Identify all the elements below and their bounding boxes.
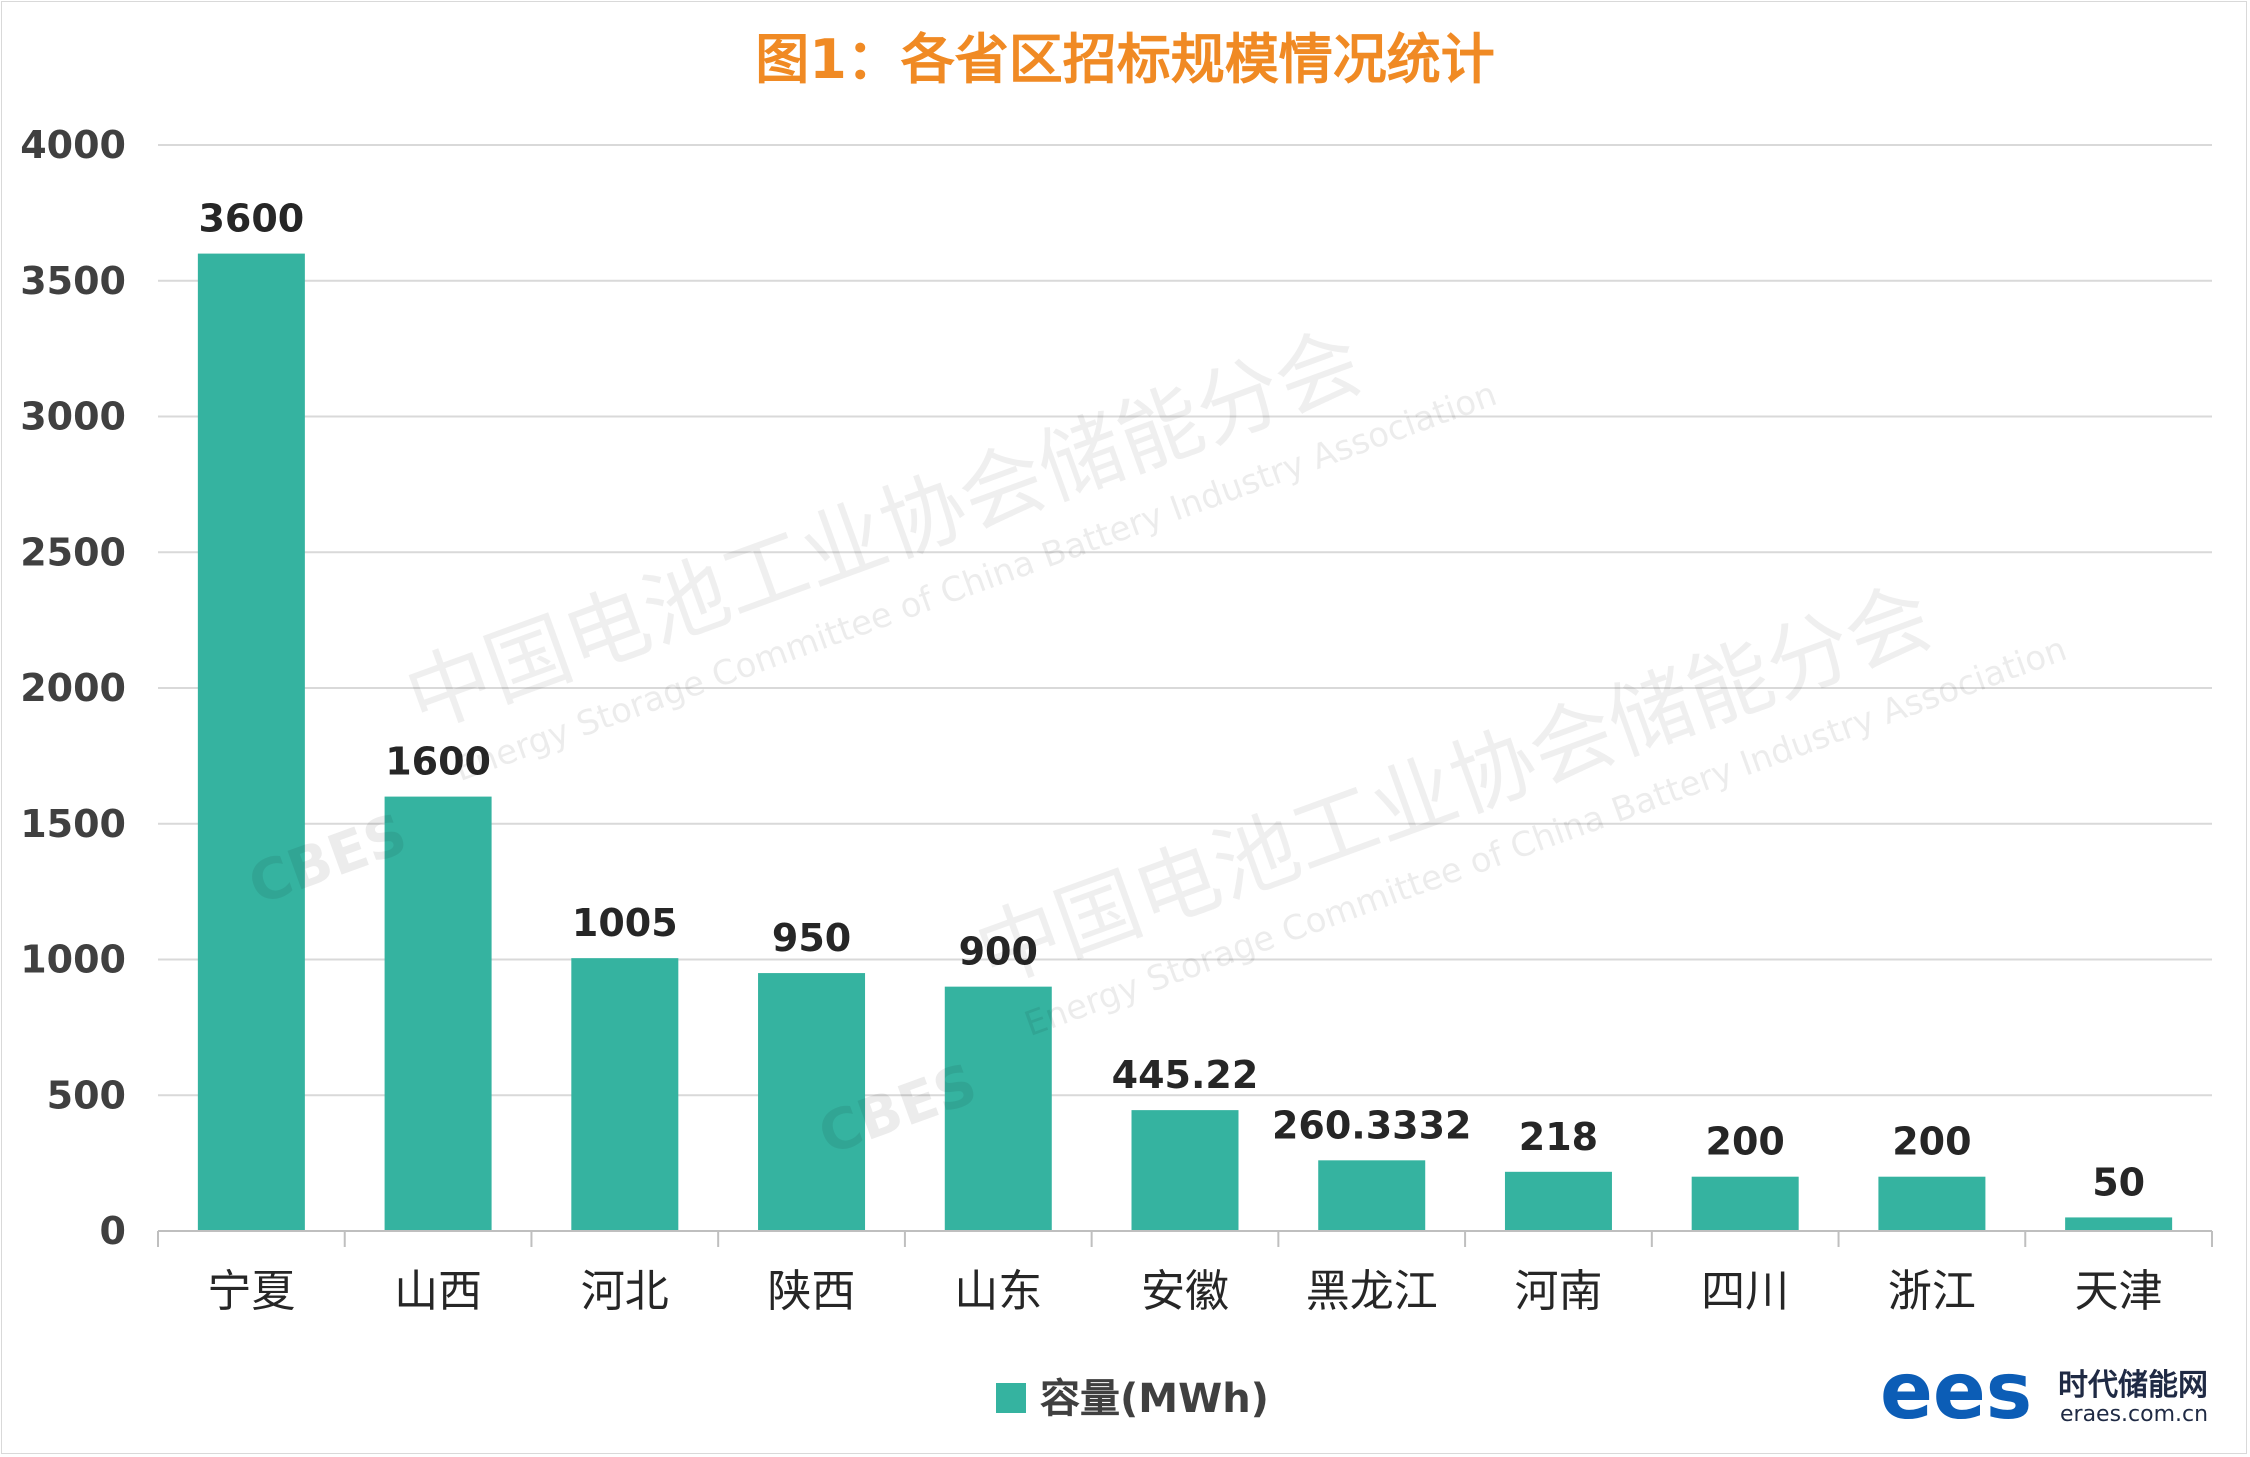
x-tick-label: 天津 — [2075, 1266, 2163, 1317]
gridlines — [158, 144, 2212, 1097]
y-tick-label: 3500 — [20, 259, 126, 303]
bar — [1691, 1176, 1799, 1231]
bar — [1504, 1171, 1612, 1231]
y-tick-label: 500 — [47, 1073, 126, 1117]
bar — [571, 958, 679, 1231]
x-axis: 宁夏 山西 河北 陕西 山东 安徽 黑龙江 河南 四川 浙江 天津 — [157, 1230, 2213, 1317]
data-label: 50 — [2092, 1160, 2145, 1204]
y-tick-label: 3000 — [20, 395, 126, 439]
watermark: 中国电池工业协会储能分会 Energy Storage Committee of… — [241, 312, 2072, 1168]
legend: 容量(MWh) — [996, 1376, 1269, 1422]
x-tick-label: 安徽 — [1141, 1266, 1229, 1317]
legend-swatch — [996, 1383, 1026, 1413]
x-tick-label: 黑龙江 — [1306, 1266, 1438, 1317]
y-tick-label: 0 — [100, 1209, 126, 1253]
x-tick-label: 山西 — [394, 1266, 482, 1317]
brand-mark: ees — [1880, 1347, 2032, 1437]
data-label: 900 — [959, 930, 1038, 974]
bar — [1318, 1160, 1426, 1231]
data-label: 260.3332 — [1272, 1103, 1472, 1147]
x-tick-label: 四川 — [1701, 1266, 1789, 1317]
watermark-cn-2: 中国电池工业协会储能分会 — [963, 567, 1944, 1004]
x-tick-label: 河北 — [581, 1266, 669, 1317]
x-tick-label: 宁夏 — [207, 1266, 295, 1317]
bar — [1131, 1110, 1239, 1231]
legend-label: 容量(MWh) — [1040, 1376, 1269, 1422]
data-label: 1600 — [385, 740, 491, 784]
bar — [197, 253, 305, 1232]
data-label: 1005 — [572, 901, 678, 945]
data-label: 200 — [1892, 1120, 1971, 1164]
data-label: 218 — [1519, 1115, 1598, 1159]
x-tick-label: 浙江 — [1888, 1266, 1976, 1317]
x-tick-label: 陕西 — [768, 1266, 856, 1317]
y-tick-label: 1500 — [20, 802, 126, 846]
data-label: 445.22 — [1112, 1053, 1259, 1097]
brand-name: 时代储能网 — [2058, 1368, 2208, 1403]
brand-url: eraes.com.cn — [2060, 1402, 2208, 1427]
data-label: 3600 — [198, 197, 304, 241]
y-tick-label: 4000 — [20, 123, 126, 167]
watermark-cn-1: 中国电池工业协会储能分会 — [393, 312, 1374, 749]
y-tick-label: 1000 — [20, 938, 126, 982]
y-tick-label: 2000 — [20, 666, 126, 710]
bar — [384, 796, 492, 1231]
bars: 3600 1600 1005 950 900 445.22 260.3332 218 200 20… — [197, 197, 2173, 1232]
bar — [2065, 1217, 2173, 1231]
data-label: 200 — [1706, 1120, 1785, 1164]
x-tick-label: 山东 — [954, 1266, 1042, 1317]
brand-logo: ees 时代储能网 eraes.com.cn — [1880, 1347, 2208, 1437]
bar — [758, 973, 866, 1231]
chart-title: 图1：各省区招标规模情况统计 — [755, 28, 1495, 91]
y-axis-ticks: 0 500 1000 1500 2000 2500 3000 3500 4000 — [20, 123, 126, 1253]
y-tick-label: 2500 — [20, 530, 126, 574]
data-label: 950 — [772, 916, 851, 960]
bar — [944, 986, 1052, 1231]
x-tick-label: 河南 — [1514, 1266, 1602, 1317]
bar — [1878, 1176, 1986, 1231]
